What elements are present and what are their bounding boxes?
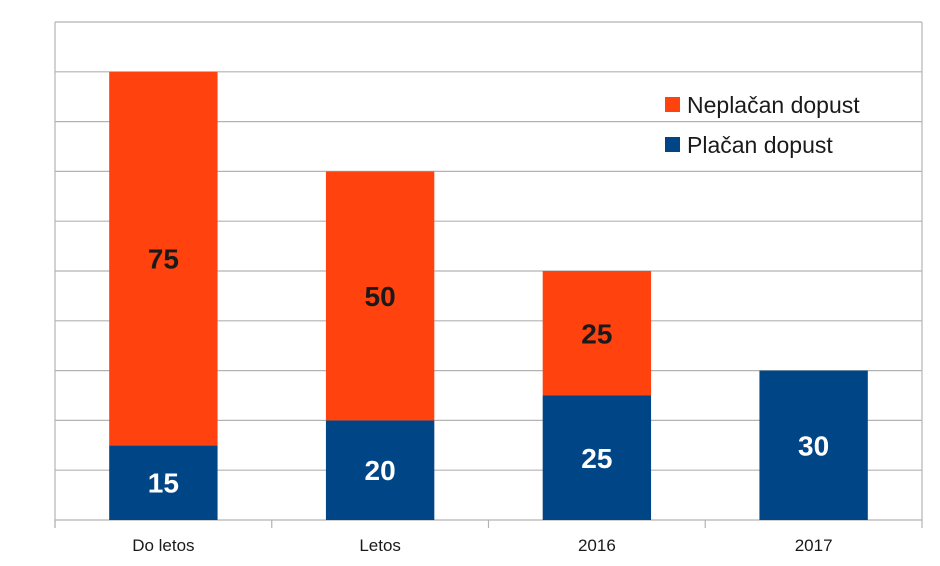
- data-label: 25: [581, 318, 612, 349]
- legend-swatch: [665, 97, 680, 112]
- data-label: 30: [798, 430, 829, 461]
- data-label: 75: [148, 244, 179, 275]
- x-tick-label: 2016: [578, 536, 616, 555]
- x-tick-label: Do letos: [132, 536, 194, 555]
- data-label: 15: [148, 468, 179, 499]
- legend-label: Neplačan dopust: [687, 92, 860, 118]
- bar-segment: [542, 271, 652, 396]
- bar-segment: [109, 445, 218, 520]
- bar-segment: [109, 71, 218, 446]
- bar-segment: [325, 420, 435, 520]
- legend-label: Plačan dopust: [687, 132, 833, 158]
- bar-segment: [759, 370, 868, 520]
- bar-segment: [325, 171, 435, 421]
- data-label: 50: [365, 281, 396, 312]
- x-tick-label: Letos: [359, 536, 401, 555]
- data-label: 25: [581, 443, 612, 474]
- data-label: 20: [365, 455, 396, 486]
- bar-segment: [542, 395, 652, 520]
- x-tick-label: 2017: [795, 536, 833, 555]
- legend-swatch: [665, 137, 680, 152]
